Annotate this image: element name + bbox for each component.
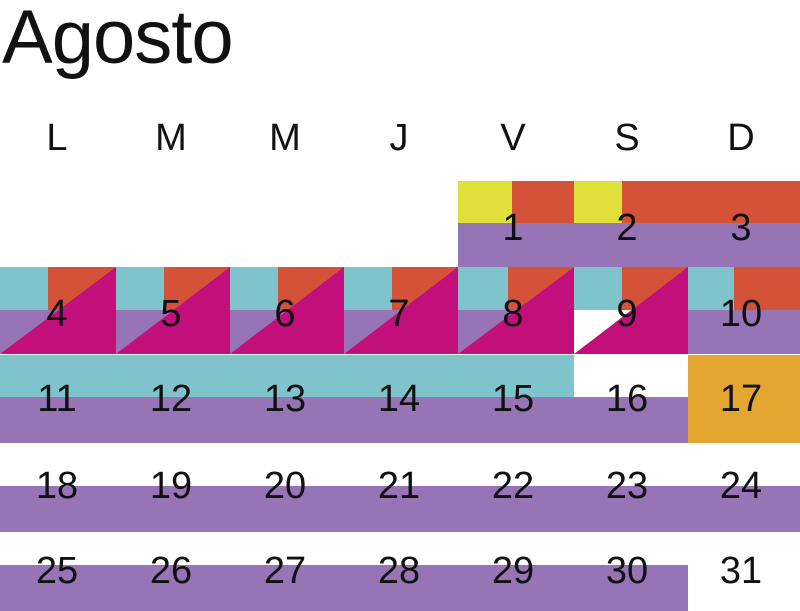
- day-cell-9: [574, 267, 688, 354]
- day-cell[interactable]: 22: [491, 465, 535, 507]
- day-cell[interactable]: 12: [149, 378, 193, 420]
- yellow-block: [458, 181, 512, 223]
- day-cell[interactable]: 7: [388, 293, 410, 335]
- day-cell[interactable]: 6: [274, 293, 296, 335]
- day-cell[interactable]: 19: [149, 465, 193, 507]
- day-cell-4: [0, 267, 116, 354]
- day-cell[interactable]: 17: [719, 378, 763, 420]
- day-cell[interactable]: 20: [263, 465, 307, 507]
- yellow-block: [574, 181, 622, 223]
- purple-band: [0, 486, 800, 532]
- day-cell[interactable]: 15: [491, 378, 535, 420]
- week2-cells: [0, 267, 800, 354]
- day-cell-6: [230, 267, 344, 354]
- day-cell[interactable]: 8: [502, 293, 524, 335]
- weekday-tuesday: M: [155, 117, 187, 159]
- purple-band: [0, 397, 688, 443]
- day-cell[interactable]: 26: [149, 550, 193, 592]
- day-cell[interactable]: 28: [377, 550, 421, 592]
- day-cell[interactable]: 30: [605, 550, 649, 592]
- day-cell[interactable]: 11: [37, 378, 77, 420]
- day-cell[interactable]: 16: [605, 378, 649, 420]
- day-cell[interactable]: 18: [35, 465, 79, 507]
- day-cell[interactable]: 14: [377, 378, 421, 420]
- day-cell[interactable]: 4: [46, 293, 68, 335]
- day-cell-7: [344, 267, 458, 354]
- orange-block: [622, 181, 800, 223]
- purple-band: [458, 223, 800, 267]
- weekday-sunday: D: [727, 117, 755, 159]
- weekday-thursday: J: [389, 117, 409, 159]
- day-cell[interactable]: 5: [160, 293, 182, 335]
- day-cell[interactable]: 24: [719, 465, 763, 507]
- day-cell[interactable]: 27: [263, 550, 307, 592]
- day-cell[interactable]: 23: [605, 465, 649, 507]
- highlight-day-17: [688, 355, 800, 443]
- day-cell[interactable]: 21: [377, 465, 421, 507]
- weekday-wednesday: M: [269, 117, 301, 159]
- day-cell[interactable]: 25: [35, 550, 79, 592]
- day-cell-5: [116, 267, 230, 354]
- day-cell-10: [688, 267, 800, 354]
- day-cell[interactable]: 31: [719, 550, 763, 592]
- weekday-friday: V: [500, 117, 526, 159]
- calendar-title: Agosto: [2, 0, 234, 80]
- cyan-band: [0, 355, 574, 397]
- day-cell[interactable]: 13: [263, 378, 307, 420]
- weekday-monday: L: [46, 117, 68, 159]
- purple-band: [0, 565, 688, 611]
- day-cell[interactable]: 2: [616, 207, 638, 249]
- day-cell[interactable]: 10: [719, 293, 763, 335]
- day-cell[interactable]: 1: [502, 207, 524, 249]
- day-cell-8: [458, 267, 574, 354]
- day-cell[interactable]: 9: [616, 293, 638, 335]
- day-cell[interactable]: 29: [491, 550, 535, 592]
- weekday-saturday: S: [614, 117, 640, 159]
- orange-block: [512, 181, 574, 223]
- day-cell[interactable]: 3: [730, 207, 752, 249]
